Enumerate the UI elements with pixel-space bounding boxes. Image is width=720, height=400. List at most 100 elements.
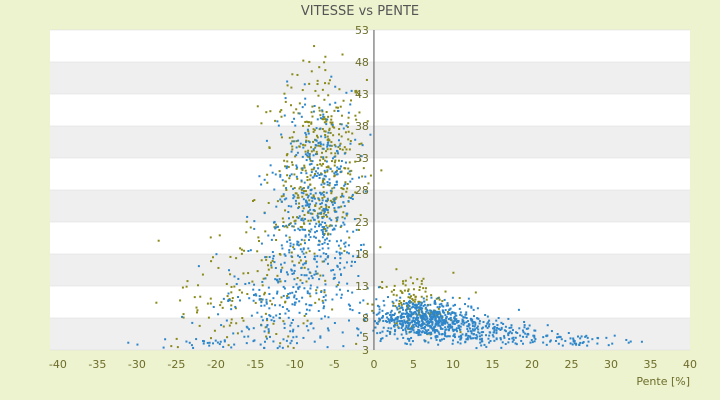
data-point [508,331,511,334]
data-point [286,273,289,276]
data-point [586,336,589,339]
data-point [417,300,420,303]
data-point [424,340,427,343]
data-point [388,330,391,333]
data-point [435,320,438,323]
data-point [431,321,434,324]
data-point [304,199,307,202]
data-point [379,318,382,321]
data-point [411,321,414,324]
data-point [305,308,308,311]
data-point [507,332,510,335]
data-point [321,243,324,246]
data-point [424,331,427,334]
data-point [313,187,316,190]
data-point [591,338,594,341]
data-point [206,302,209,305]
data-point [418,288,421,291]
data-point [292,197,295,200]
data-point [416,314,419,317]
data-point [351,198,354,201]
data-point [318,278,321,281]
data-point [460,314,463,317]
data-point [265,139,268,142]
data-point [298,256,301,259]
data-point [331,308,334,311]
data-point [335,106,338,109]
data-point [378,305,381,308]
data-point [317,220,320,223]
data-point [292,336,295,339]
data-point [392,324,395,327]
data-point [314,301,317,304]
data-point [225,319,228,322]
data-point [291,163,294,166]
data-point [282,184,285,187]
data-point [295,192,298,195]
y-tick-label: 13 [355,280,369,293]
x-axis-label: Pente [%] [636,375,690,388]
data-point [336,218,339,221]
data-point [228,299,231,302]
data-point [430,318,433,321]
data-point [321,109,324,112]
data-point [452,339,455,342]
data-point [306,204,309,207]
data-point [350,264,353,267]
data-point [465,321,468,324]
data-point [307,233,310,236]
data-point [449,326,452,329]
data-point [335,293,338,296]
data-point [519,334,522,337]
data-point [339,195,342,198]
data-point [309,192,312,195]
data-point [312,110,315,113]
data-point [454,314,457,317]
data-point [408,314,411,317]
data-point [416,316,419,319]
data-point [434,317,437,320]
data-point [291,73,294,76]
data-point [302,146,305,149]
data-point [444,290,447,293]
data-point [316,216,319,219]
x-tick-label: -35 [88,358,106,371]
data-point [307,130,310,133]
data-point [274,227,277,230]
data-point [340,123,343,126]
data-point [414,298,417,301]
x-tick-label: 20 [525,358,539,371]
data-point [330,152,333,155]
data-point [422,297,425,300]
data-point [354,260,357,263]
data-point [365,78,368,81]
data-point [437,307,440,310]
data-point [334,224,337,227]
x-tick-labels: -40 -35 -30 -25 -20 -15 -10 -5 0 5 10 15 20 25 30 35 40 [49,358,697,371]
data-point [347,138,350,141]
data-point [274,266,277,269]
data-point [407,327,410,330]
data-point [327,329,330,332]
data-point [268,314,271,317]
data-point [301,167,304,170]
data-point [323,212,326,215]
data-point [234,307,237,310]
data-point [417,331,420,334]
data-point [281,179,284,182]
data-point [306,151,309,154]
data-point [503,329,506,332]
data-point [402,315,405,318]
data-point [292,140,295,143]
data-point [312,154,315,157]
data-point [330,144,333,147]
data-point [441,300,444,303]
data-point [252,288,255,291]
data-point [247,335,250,338]
data-point [350,89,353,92]
data-point [312,148,315,151]
data-point [452,330,455,333]
data-point [260,259,263,262]
data-point [349,180,352,183]
data-point [427,320,430,323]
